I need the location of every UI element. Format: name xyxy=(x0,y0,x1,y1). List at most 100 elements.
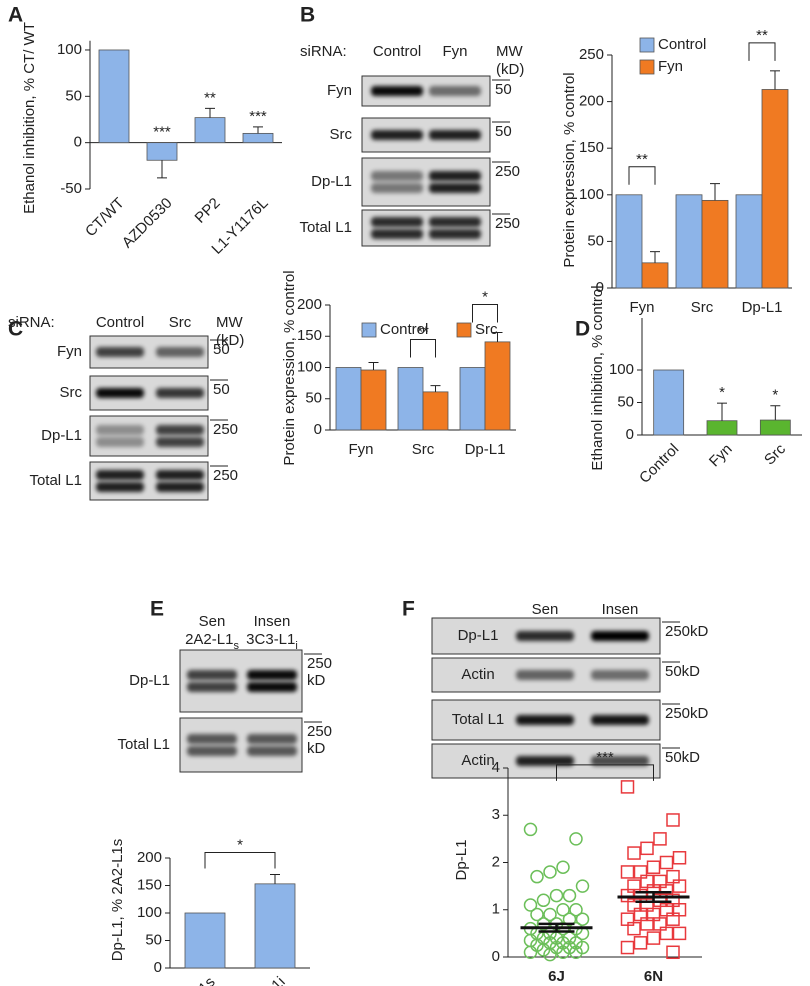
lane-label: Sen xyxy=(532,601,559,618)
mw-marker: 250 xyxy=(307,723,332,740)
significance-bracket xyxy=(410,339,436,358)
significance-label: ** xyxy=(756,27,768,44)
bar xyxy=(759,419,791,436)
blot-band xyxy=(156,470,204,480)
blot-band xyxy=(516,670,574,680)
panel-label: E xyxy=(150,598,164,621)
row-label: Total L1 xyxy=(29,472,82,489)
lane-text: Insen xyxy=(254,613,291,630)
x-tick-label: 6N xyxy=(644,968,663,985)
blot-band xyxy=(96,437,144,447)
blot-band xyxy=(371,86,423,96)
blot-strip xyxy=(89,415,209,457)
panel-label: B xyxy=(300,4,315,27)
x-tick-label: Control xyxy=(636,441,682,487)
bar xyxy=(459,367,486,431)
y-tick-label: 100 xyxy=(579,186,604,203)
point xyxy=(672,879,687,893)
point xyxy=(569,903,583,917)
blot-band xyxy=(429,130,481,140)
y-tick-label: 50 xyxy=(145,931,162,948)
x-tick-label: Dp-L1 xyxy=(742,299,783,316)
bar xyxy=(194,117,226,144)
point xyxy=(536,893,551,908)
point xyxy=(620,865,635,879)
x-tick-label: PP2 xyxy=(192,195,224,227)
blot-band xyxy=(516,756,574,766)
row-label: Actin xyxy=(461,666,494,683)
mw-marker: 250 xyxy=(307,655,332,672)
y-tick-label: 0 xyxy=(154,959,162,976)
mw-marker: 50 xyxy=(213,381,230,398)
lane-label: Src xyxy=(169,314,192,331)
legend-label: Control xyxy=(658,36,706,53)
blot-strip xyxy=(179,649,303,713)
x-tick-label: Fyn xyxy=(706,441,736,471)
x-tick-label: Src xyxy=(412,441,435,458)
blot-band xyxy=(187,746,237,756)
bar xyxy=(335,367,362,431)
row-label: Dp-L1 xyxy=(129,672,170,689)
row-label: Fyn xyxy=(57,343,82,360)
point xyxy=(543,907,557,922)
x-tick-label: Dp-L1 xyxy=(465,441,506,458)
y-tick-label: 200 xyxy=(297,296,322,313)
row-label: Total L1 xyxy=(452,711,505,728)
panel-label: D xyxy=(575,318,590,341)
blot-band xyxy=(371,183,423,193)
point xyxy=(666,945,680,960)
significance-label: *** xyxy=(249,108,267,125)
bar xyxy=(653,369,685,436)
y-tick-label: 4 xyxy=(492,759,500,776)
y-axis-label: Protein expression, % control xyxy=(281,270,298,465)
point xyxy=(633,936,648,950)
point xyxy=(672,926,687,941)
y-tick-label: 0 xyxy=(314,421,322,438)
point xyxy=(543,865,557,879)
mw-header: MW xyxy=(496,43,523,60)
y-tick-label: 250 xyxy=(579,46,604,63)
y-tick-label: 50 xyxy=(617,393,634,410)
significance-label: * xyxy=(719,384,725,401)
significance-label: ** xyxy=(417,323,429,340)
y-axis-label: Dp-L1 xyxy=(453,840,470,881)
lane-label: Fyn xyxy=(442,43,467,60)
point xyxy=(556,860,570,874)
blot-prefix: siRNA: xyxy=(300,43,347,60)
point xyxy=(659,855,674,870)
point xyxy=(627,846,641,860)
y-tick-label: 100 xyxy=(609,361,634,378)
point xyxy=(562,888,577,903)
y-axis-label: Protein expression, % control xyxy=(561,72,578,267)
y-tick-label: 100 xyxy=(57,41,82,58)
bar xyxy=(735,194,763,289)
row-label: Src xyxy=(330,126,353,143)
lane-text: 2A2-L1 xyxy=(185,631,233,648)
point xyxy=(646,860,661,874)
lane-label: Sen xyxy=(199,613,226,630)
blot-band xyxy=(96,425,144,435)
row-label: Dp-L1 xyxy=(458,627,499,644)
mw-marker: 250 xyxy=(495,215,520,232)
y-tick-label: 50 xyxy=(587,232,604,249)
blot-band xyxy=(156,482,204,492)
panel-label: F xyxy=(402,598,415,621)
point xyxy=(543,947,557,962)
point xyxy=(640,917,654,931)
x-tick-label: Fyn xyxy=(629,299,654,316)
lane-label: 3C3-L1i xyxy=(246,631,298,652)
legend-swatch xyxy=(456,322,472,338)
point xyxy=(575,912,590,926)
mw-header: (kD) xyxy=(496,61,524,78)
legend-swatch xyxy=(639,37,655,53)
bar xyxy=(615,194,643,289)
blot-band xyxy=(156,388,204,398)
mw-marker: kD xyxy=(307,672,326,689)
lane-text: Sen xyxy=(199,613,226,630)
significance-bracket xyxy=(204,852,276,869)
legend-swatch xyxy=(361,322,377,338)
bar xyxy=(484,341,511,431)
y-tick-label: 100 xyxy=(297,358,322,375)
point xyxy=(575,879,590,893)
